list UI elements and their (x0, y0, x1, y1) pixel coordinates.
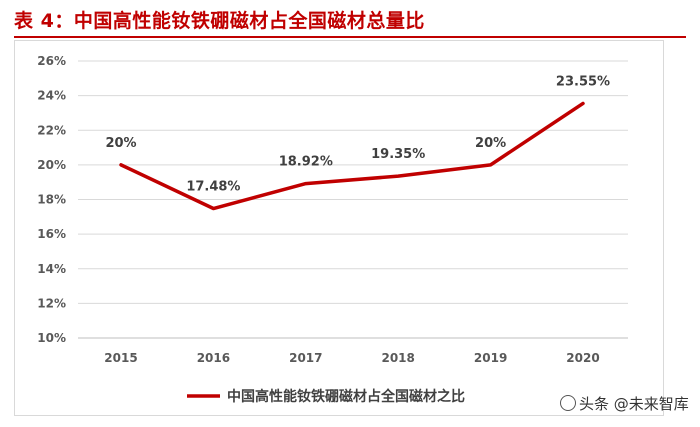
y-tick-label: 20% (37, 158, 66, 172)
legend-entry: 中国高性能钕铁硼磁材占全国磁材之比 (227, 388, 465, 405)
data-label: 20% (105, 136, 136, 151)
data-labels: 20% 17.48% 18.92% 19.35% 20% 23.55% (105, 74, 610, 194)
series-lines (119, 101, 585, 211)
y-tick-label: 26% (37, 54, 66, 68)
page-title: 表 4：中国高性能钕铁硼磁材占全国磁材总量比 (14, 10, 425, 32)
y-tick-label: 22% (37, 123, 66, 137)
legend: 中国高性能钕铁硼磁材占全国磁材之比 (187, 388, 465, 405)
watermark-icon (560, 395, 576, 411)
title-underline (14, 36, 686, 38)
x-tick-label: 2020 (566, 351, 599, 365)
data-label: 20% (475, 136, 506, 151)
series-line (119, 101, 585, 211)
x-tick-label: 2019 (474, 351, 507, 365)
x-tick-label: 2018 (381, 351, 414, 365)
title-bar: 表 4：中国高性能钕铁硼磁材占全国磁材总量比 (0, 0, 700, 38)
data-label: 23.55% (556, 74, 610, 89)
watermark-text: 头条 @未来智库 (579, 395, 689, 413)
y-tick-label: 10% (37, 331, 66, 345)
x-tick-label: 2016 (197, 351, 230, 365)
chart-frame (14, 40, 664, 416)
y-tick-label: 12% (37, 296, 66, 310)
watermark: 头条 @未来智库 (560, 393, 689, 414)
y-tick-label: 24% (37, 89, 66, 103)
y-tick-label: 16% (37, 227, 66, 241)
data-label: 17.48% (186, 180, 240, 195)
x-axis-ticks: 2015 2016 2017 2018 2019 2020 (104, 351, 599, 365)
y-axis-ticks: 10% 12% 14% 16% 18% 20% 22% 24% 26% (37, 54, 66, 345)
y-tick-label: 14% (37, 262, 66, 276)
data-label: 19.35% (371, 147, 425, 162)
gridlines (78, 60, 628, 339)
y-tick-label: 18% (37, 193, 66, 207)
x-tick-label: 2017 (289, 351, 322, 365)
x-tick-label: 2015 (104, 351, 137, 365)
data-label: 18.92% (279, 155, 333, 170)
